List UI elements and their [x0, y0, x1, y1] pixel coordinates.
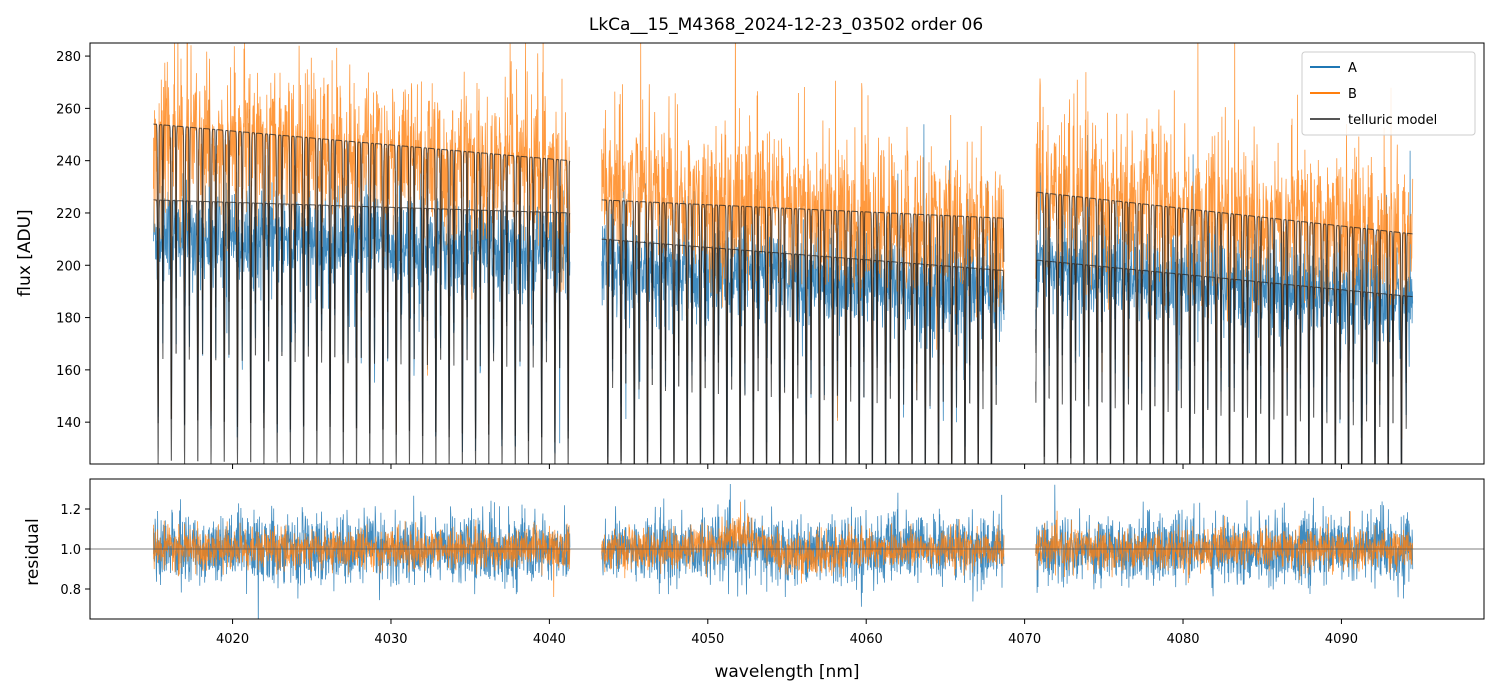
flux-y-tick-label: 280 [56, 50, 81, 65]
legend-frame [1301, 51, 1476, 136]
residual-x-tick-label: 4020 [216, 632, 249, 647]
x-axis-label: wavelength [nm] [714, 662, 859, 682]
flux-y-tick-label: 200 [56, 259, 81, 274]
telluric-model-b-line [153, 123, 1413, 464]
flux-y-tick-label: 240 [56, 155, 81, 170]
legend-label-telluric: telluric model [1348, 113, 1437, 128]
chart-title: LkCa__15_M4368_2024-12-23_03502 order 06 [589, 15, 983, 35]
legend-label-a: A [1348, 61, 1357, 76]
flux-panel: 140 160 180 200 220 240 260 280 flux [ADU] A B … [15, 42, 1485, 469]
flux-y-tick-label: 160 [56, 364, 81, 379]
residual-y-ticks: 0.8 1.0 1.2 [60, 503, 90, 598]
flux-y-axis-label: flux [ADU] [15, 209, 35, 296]
flux-axes-frame [89, 42, 1485, 465]
residual-y-axis-label: residual [23, 518, 43, 585]
flux-x-ticks [232, 464, 1342, 469]
flux-y-tick-label: 180 [56, 312, 81, 327]
flux-series-group [153, 43, 1414, 464]
flux-y-tick-label: 260 [56, 102, 81, 117]
legend-label-b: B [1348, 87, 1357, 102]
residual-y-tick-label: 1.2 [60, 503, 81, 518]
residual-x-ticks: 4020 4030 4040 4050 4060 4070 4080 4090 [216, 619, 1358, 647]
legend: A B telluric model [1301, 51, 1476, 136]
residual-series-group [153, 483, 1414, 619]
residual-x-tick-label: 4030 [374, 632, 407, 647]
flux-y-ticks: 140 160 180 200 220 240 260 280 [56, 50, 90, 431]
residual-y-tick-label: 0.8 [60, 583, 81, 598]
residual-y-tick-label: 1.0 [60, 543, 81, 558]
residual-panel: 0.81.01.2 4020 4030 4040 4050 4060 4070 4080 40… [23, 478, 1485, 682]
residual-x-tick-label: 4050 [691, 632, 724, 647]
flux-y-tick-label: 140 [56, 416, 81, 431]
residual-x-tick-label: 4060 [850, 632, 883, 647]
residual-x-tick-label: 4070 [1008, 632, 1041, 647]
residual-b-line [153, 501, 1414, 598]
flux-y-tick-label: 220 [56, 207, 81, 222]
residual-x-tick-label: 4080 [1166, 632, 1199, 647]
residual-x-tick-label: 4040 [533, 632, 566, 647]
residual-x-tick-label: 4090 [1325, 632, 1358, 647]
